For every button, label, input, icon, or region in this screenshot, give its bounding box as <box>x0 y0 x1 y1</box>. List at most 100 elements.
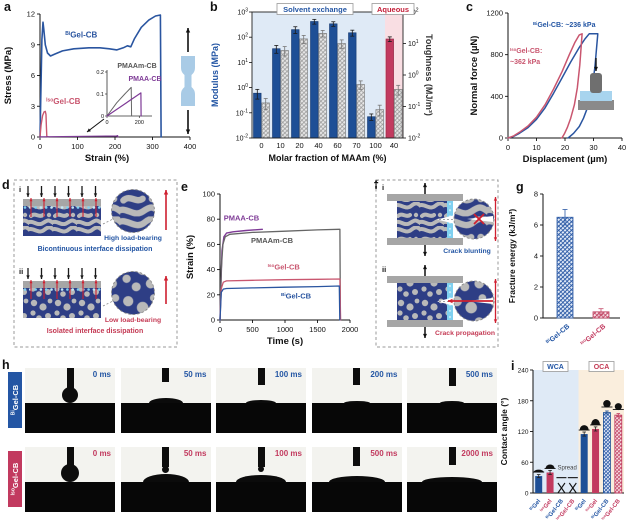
svg-text:9: 9 <box>31 40 35 49</box>
svg-text:Time (s): Time (s) <box>267 336 303 347</box>
svg-text:0: 0 <box>31 133 35 142</box>
svg-text:10: 10 <box>276 141 284 150</box>
svg-text:IsoGel-CB:: IsoGel-CB: <box>510 47 542 55</box>
spread-droplet <box>343 401 370 403</box>
spread-droplet <box>328 476 385 482</box>
svg-text:6: 6 <box>31 71 35 80</box>
svg-text:BiGel: BiGel <box>574 498 588 513</box>
svg-text:1000: 1000 <box>277 325 294 334</box>
time-label: 100 ms <box>274 370 302 379</box>
time-label: 0 ms <box>92 370 111 379</box>
spread-droplet <box>246 400 276 403</box>
svg-text:Crack blunting: Crack blunting <box>443 248 491 255</box>
panel-b-letter: b <box>210 0 218 14</box>
needle <box>162 368 169 382</box>
svg-text:400: 400 <box>184 142 197 151</box>
svg-text:180: 180 <box>518 398 529 405</box>
svg-text:0: 0 <box>499 134 503 143</box>
svg-text:ii: ii <box>19 267 23 276</box>
svg-text:IsoGel: IsoGel <box>584 498 599 514</box>
svg-text:60: 60 <box>333 141 341 150</box>
panel-g-letter: g <box>516 180 524 194</box>
svg-text:0.1: 0.1 <box>96 92 104 98</box>
svg-text:1200: 1200 <box>486 9 503 18</box>
svg-text:Crack propagation: Crack propagation <box>435 330 495 337</box>
svg-text:20: 20 <box>561 143 569 152</box>
droplet <box>258 466 264 472</box>
svg-text:Spread: Spread <box>557 465 576 471</box>
svg-text:101: 101 <box>408 39 419 48</box>
svg-text:Strain (%): Strain (%) <box>185 235 196 279</box>
time-label: 200 ms <box>370 370 398 379</box>
svg-text:3: 3 <box>31 102 35 111</box>
svg-text:12: 12 <box>27 10 35 19</box>
droplet-frame: 50 ms <box>120 447 211 512</box>
svg-text:40: 40 <box>618 143 626 152</box>
svg-text:20: 20 <box>207 290 215 299</box>
needle <box>162 447 169 467</box>
svg-text:10-1: 10-1 <box>408 102 420 111</box>
spread-droplet <box>148 398 183 403</box>
needle <box>353 368 360 385</box>
svg-text:400: 400 <box>490 92 503 101</box>
panel-g-fracture-energy-chart: 0 2 4 6 8 Fracture energy (kJ/m³) BiGel-CB IsoG… <box>507 190 620 345</box>
needle <box>257 368 265 385</box>
time-label: 500 ms <box>370 449 398 458</box>
svg-text:40: 40 <box>314 141 322 150</box>
svg-text:PMAA-CB: PMAA-CB <box>224 213 260 222</box>
row-badge: IsoGel-CB <box>8 451 22 507</box>
svg-text:BiGel-CB: ~236 kPa: BiGel-CB: ~236 kPa <box>533 21 596 29</box>
svg-text:60: 60 <box>207 240 215 249</box>
droplet-frame: 200 ms <box>311 368 402 433</box>
panel-c-letter: c <box>466 0 473 14</box>
droplet-frame: 50 ms <box>120 368 211 433</box>
svg-text:BiGel: BiGel <box>529 498 543 513</box>
svg-text:1500: 1500 <box>309 325 326 334</box>
svg-text:~362 kPa: ~362 kPa <box>510 59 540 66</box>
spread-droplet <box>440 401 464 403</box>
svg-text:ii: ii <box>382 265 386 274</box>
svg-text:0: 0 <box>534 314 538 323</box>
droplet-frame: 2000 ms <box>407 447 497 512</box>
row-badge: BiGel-CB <box>8 372 22 428</box>
svg-text:Strain (%): Strain (%) <box>85 153 129 164</box>
time-label: 100 ms <box>274 449 302 458</box>
svg-text:0: 0 <box>105 120 108 126</box>
svg-text:40: 40 <box>390 141 398 150</box>
svg-text:30: 30 <box>589 143 597 152</box>
time-label: 50 ms <box>183 370 207 379</box>
droplet <box>162 466 169 473</box>
svg-text:0.2: 0.2 <box>96 70 104 76</box>
svg-text:100: 100 <box>237 83 248 92</box>
svg-text:0: 0 <box>218 325 222 334</box>
svg-text:IsoGel-CB: IsoGel-CB <box>46 97 81 106</box>
panel-e-creep-chart: 0 500 1000 1500 2000 0 20 40 60 80 100 Time (s) Stra… <box>185 190 359 348</box>
svg-text:Solvent exchange: Solvent exchange <box>283 5 347 14</box>
svg-text:Modulus (MPa): Modulus (MPa) <box>210 43 220 107</box>
droplet-frame: 500 ms <box>311 447 402 512</box>
needle <box>66 447 74 466</box>
panel-b-modulus-toughness-chart: 10310210110010-110-210210110010-110-2010… <box>210 3 434 163</box>
svg-text:6: 6 <box>534 221 538 230</box>
svg-text:IsoGel-CB: IsoGel-CB <box>268 263 301 272</box>
spread-droplet <box>236 475 286 482</box>
svg-text:Molar fraction of MAAm (%): Molar fraction of MAAm (%) <box>269 153 387 163</box>
droplet <box>62 387 78 403</box>
svg-text:800: 800 <box>490 50 503 59</box>
panel-i-contact-angle-chart: 0 60 120 180 240 Contact angle (°) Spread WCA OC… <box>499 361 624 521</box>
svg-text:Toughness (MJ/m³): Toughness (MJ/m³) <box>424 34 434 116</box>
needle <box>353 447 360 466</box>
svg-text:500: 500 <box>246 325 259 334</box>
svg-text:200: 200 <box>109 142 122 151</box>
svg-text:10-2: 10-2 <box>408 134 420 143</box>
time-label: 0 ms <box>92 449 111 458</box>
svg-text:BiGel-CB: BiGel-CB <box>65 31 97 40</box>
svg-text:10-2: 10-2 <box>236 134 248 143</box>
svg-text:120: 120 <box>518 429 529 436</box>
svg-text:Displacement (µm): Displacement (µm) <box>523 154 608 165</box>
svg-text:103: 103 <box>237 8 248 17</box>
panel-i-letter: i <box>511 359 515 373</box>
svg-text:2000: 2000 <box>342 325 359 334</box>
panel-a-letter: a <box>4 0 11 14</box>
svg-text:200: 200 <box>135 120 144 126</box>
